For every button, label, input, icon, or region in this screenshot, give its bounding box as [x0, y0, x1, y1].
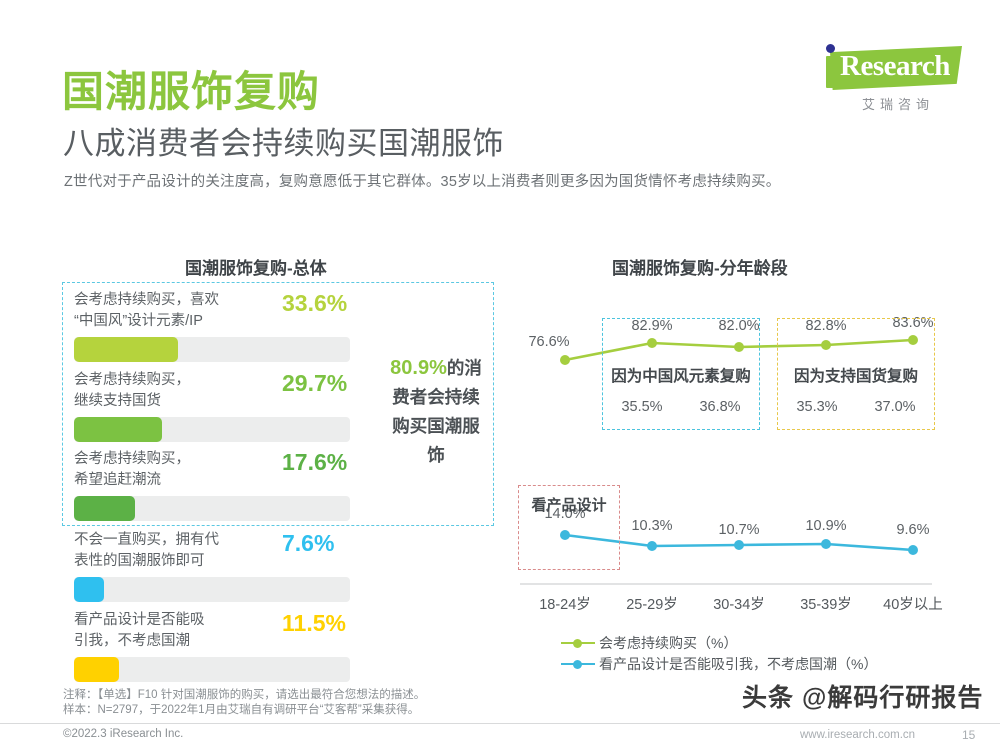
data-point: [821, 539, 831, 549]
data-label-blue: 9.6%: [896, 522, 930, 538]
annotation-caption: 看产品设计: [531, 497, 607, 514]
data-label-green: 83.6%: [892, 315, 934, 331]
data-label-blue: 10.9%: [805, 518, 847, 534]
watermark-text: 头条 @解码行研报告: [742, 684, 984, 712]
bar-fill: [74, 657, 119, 682]
bar-row-label: 会考虑持续购买， 希望追赶潮流: [74, 451, 190, 488]
data-label-green: 82.8%: [805, 318, 847, 334]
data-label-blue: 14.0%: [544, 506, 586, 522]
annotation-box-product-design: 看产品设计: [518, 485, 620, 570]
bar-row-label: 会考虑持续购买，喜欢 “中国风”设计元素/IP: [74, 292, 219, 329]
bar-row-value: 11.5%: [282, 610, 346, 636]
annotation-value: 37.0%: [874, 399, 916, 415]
footnote-line-2: 样本：N=2797，于2022年1月由艾瑞自有调研平台“艾客帮”采集获得。: [63, 704, 420, 716]
data-label-green: 82.9%: [631, 318, 673, 334]
bar-row-value: 29.7%: [282, 370, 348, 396]
data-point: [647, 338, 657, 348]
website-url: www.iresearch.com.cn: [800, 729, 916, 741]
bar-row-value: 33.6%: [282, 290, 348, 316]
x-axis-tick: 25-29岁: [626, 597, 678, 613]
annotation-caption: 因为支持国货复购: [793, 368, 918, 385]
bar-fill: [74, 337, 178, 362]
left-chart-callout: 80.9%的消费者会持续购买国潮服饰: [384, 354, 488, 470]
left-bar-chart: 会考虑持续购买，喜欢 “中国风”设计元素/IP 33.6% 会考虑持续购买， 继续支…: [62, 282, 494, 682]
page-title: 国潮服饰复购: [62, 68, 321, 115]
data-point: [908, 335, 918, 345]
data-label-green: 76.6%: [528, 334, 570, 350]
data-label-blue: 10.7%: [718, 522, 760, 538]
legend-marker-green-icon: [561, 637, 595, 649]
bar-fill: [74, 496, 135, 521]
x-axis-tick: 30-34岁: [713, 597, 765, 613]
left-chart-highlight-box: [62, 282, 494, 526]
x-axis-tick: 40岁以上: [883, 597, 943, 613]
data-point: [647, 541, 657, 551]
footnote-line-1: 注释：【单选】F10 针对国潮服饰的购买，请选出最符合您想法的描述。: [63, 689, 426, 701]
annotation-value: 36.8%: [699, 399, 741, 415]
legend-marker-blue-icon: [561, 658, 595, 670]
x-axis-tick: 35-39岁: [800, 597, 852, 613]
legend-label: 看产品设计是否能吸引我，不考虑国潮（%）: [599, 655, 878, 672]
bar-track: [74, 496, 350, 521]
data-label-blue: 10.3%: [631, 518, 673, 534]
bar-track: [74, 577, 350, 602]
logo-wordmark: Research: [840, 50, 950, 82]
bar-row-label: 不会一直购买，拥有代 表性的国潮服饰即可: [74, 532, 219, 569]
annotation-values: 35.3% 37.0%: [778, 399, 934, 415]
bar-track: [74, 657, 350, 682]
x-axis-tick: 18-24岁: [539, 597, 591, 613]
logo-subtitle: 艾瑞咨询: [861, 97, 934, 112]
copyright-text: ©2022.3 iResearch Inc.: [63, 728, 184, 740]
lead-paragraph: Z世代对于产品设计的关注度高，复购意愿低于其它群体。35岁以上消费者则更多因为国…: [64, 174, 781, 190]
legend-item[interactable]: 会考虑持续购买（%）: [561, 632, 877, 653]
data-point: [734, 540, 744, 550]
bar-row-label: 会考虑持续购买， 继续支持国货: [74, 372, 190, 409]
data-point: [560, 355, 570, 365]
x-axis-line: [520, 583, 932, 585]
bar-row-label: 看产品设计是否能吸 引我，不考虑国潮: [74, 612, 205, 649]
footer-divider: [0, 723, 1000, 724]
bar-track: [74, 417, 350, 442]
data-label-green: 82.0%: [718, 318, 760, 334]
bar-track: [74, 337, 350, 362]
callout-percent: 80.9%: [390, 357, 447, 379]
left-chart-title: 国潮服饰复购-总体: [185, 259, 327, 278]
data-point: [821, 340, 831, 350]
right-chart-title: 国潮服饰复购-分年龄段: [612, 259, 788, 278]
annotation-value: 35.3%: [796, 399, 838, 415]
callout-text: 的消费者会持续购买国潮服饰: [392, 358, 482, 465]
footnotes: 注释：【单选】F10 针对国潮服饰的购买，请选出最符合您想法的描述。 样本：N=…: [63, 688, 425, 718]
data-point: [560, 530, 570, 540]
bar-fill: [74, 577, 104, 602]
legend-item[interactable]: 看产品设计是否能吸引我，不考虑国潮（%）: [561, 653, 877, 674]
bar-row-value: 7.6%: [282, 530, 335, 556]
annotation-box-support-domestic: 因为支持国货复购 35.3% 37.0%: [777, 318, 935, 430]
bar-fill: [74, 417, 162, 442]
annotation-value: 35.5%: [621, 399, 663, 415]
logo-i-stem: [826, 56, 835, 88]
page-number: 15: [962, 728, 976, 742]
line-chart-svg: [560, 335, 918, 555]
annotation-box-china-style: 因为中国风元素复购 35.5% 36.8%: [602, 318, 760, 430]
logo-green-shape: [830, 46, 962, 90]
data-point: [734, 342, 744, 352]
chart-legend: 会考虑持续购买（%） 看产品设计是否能吸引我，不考虑国潮（%）: [561, 632, 877, 674]
bar-row-value: 17.6%: [282, 449, 348, 475]
logo-mark: Research: [812, 42, 962, 94]
legend-label: 会考虑持续购买（%）: [599, 634, 738, 651]
annotation-caption: 因为中国风元素复购: [611, 368, 751, 385]
data-point: [908, 545, 918, 555]
annotation-values: 35.5% 36.8%: [603, 399, 759, 415]
page-subtitle: 八成消费者会持续购买国潮服饰: [63, 126, 504, 161]
iresearch-logo: Research 艾瑞咨询: [812, 42, 962, 122]
logo-i-dot-icon: [826, 44, 835, 53]
right-line-chart: 76.6% 82.9% 82.0% 82.8% 83.6% 14.0% 10.3…: [515, 290, 943, 680]
